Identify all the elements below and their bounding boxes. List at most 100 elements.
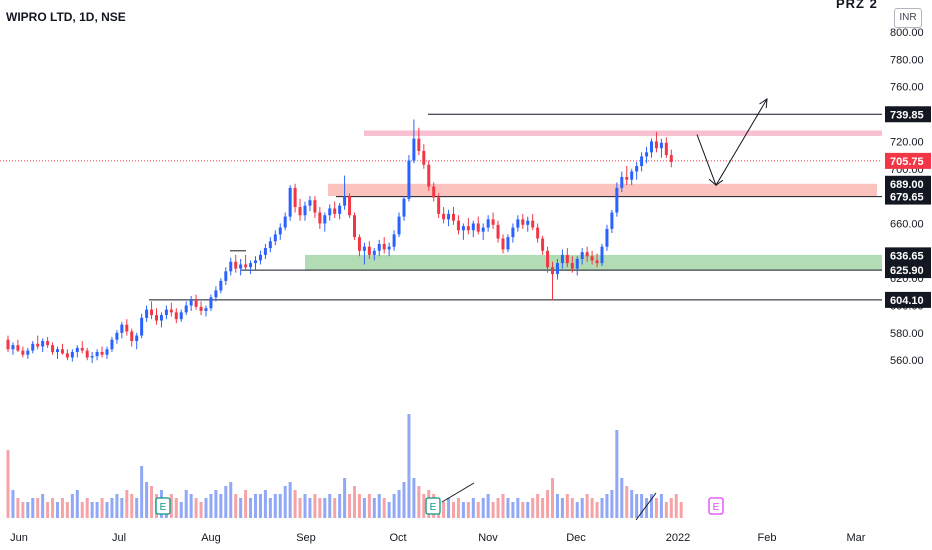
volume-bar — [323, 498, 327, 518]
volume-bar — [486, 494, 490, 518]
candle-body — [164, 309, 168, 316]
candle-body — [308, 200, 312, 206]
volume-bar — [377, 494, 381, 518]
volume-bar — [268, 498, 272, 518]
earnings-marker-label: E — [160, 502, 167, 513]
volume-bar — [625, 486, 629, 518]
candle-body — [560, 254, 564, 264]
volume-bar — [21, 502, 25, 518]
candle-body — [333, 208, 337, 214]
time-tick-label: Sep — [296, 532, 316, 544]
volume-bar — [516, 498, 520, 518]
volume-bar — [333, 498, 337, 518]
candles — [6, 119, 673, 363]
time-tick-label: Oct — [389, 532, 406, 544]
volume-bar — [51, 498, 55, 518]
price-label: 636.65 — [890, 250, 924, 262]
candle-body — [447, 213, 451, 220]
candle-body — [323, 215, 327, 224]
candle-body — [377, 243, 381, 251]
candle-body — [219, 280, 223, 291]
earnings-marker-label: E — [713, 502, 720, 513]
volume-bar — [41, 494, 45, 518]
volume-bar — [620, 478, 624, 518]
candle-body — [110, 339, 114, 350]
volume-bar — [174, 498, 178, 518]
candle-body — [338, 205, 342, 214]
candle-body — [263, 248, 267, 255]
volume-bar — [125, 490, 129, 518]
candle-body — [41, 341, 45, 347]
candle-body — [526, 220, 530, 225]
volume-bar — [293, 490, 297, 518]
candle-body — [65, 353, 69, 358]
candle-body — [600, 246, 604, 264]
volume-bar — [214, 490, 218, 518]
candle-body — [209, 297, 213, 309]
volume-bar — [229, 482, 233, 518]
candle-body — [585, 252, 589, 257]
candle-body — [194, 300, 198, 307]
candle-body — [298, 207, 302, 216]
volume-bar — [189, 494, 193, 518]
candle-body — [640, 156, 644, 167]
candle-body — [417, 138, 421, 151]
currency-badge[interactable]: INR — [894, 8, 922, 28]
candle-body — [348, 196, 352, 216]
volume-bar — [565, 494, 569, 518]
candle-body — [130, 331, 134, 342]
volume-bar — [194, 498, 198, 518]
volume-bar — [46, 502, 50, 518]
volume-bar — [367, 494, 371, 518]
projection-path — [696, 98, 768, 187]
candle-body — [516, 219, 520, 228]
volume-bar — [645, 498, 649, 518]
volume-bar — [80, 502, 84, 518]
candle-body — [506, 237, 510, 250]
candle-body — [620, 176, 624, 188]
candle-body — [120, 324, 124, 333]
candle-body — [590, 256, 594, 261]
candle-body — [214, 290, 218, 298]
candle-body — [26, 350, 30, 355]
volume-bar — [150, 486, 154, 518]
candle-body — [70, 351, 74, 358]
volume-bar — [204, 498, 208, 518]
price-label-box — [885, 188, 931, 205]
candle-body — [481, 227, 485, 232]
symbol-title[interactable]: WIPRO LTD, 1D, NSE — [6, 10, 126, 24]
candle-body — [452, 213, 455, 221]
price-tick-label: 580.00 — [890, 328, 924, 340]
candle-body — [303, 205, 307, 216]
volume-bar — [254, 494, 257, 518]
volume-bar — [605, 494, 609, 518]
candle-body — [135, 335, 139, 342]
price-label: 679.65 — [890, 192, 924, 204]
candle-body — [21, 350, 25, 355]
candle-body — [625, 176, 629, 180]
candle-body — [595, 260, 599, 264]
volume-bar — [650, 494, 653, 518]
candle-body — [11, 345, 15, 350]
volume-bar — [199, 502, 203, 518]
volume-bar — [417, 486, 421, 518]
volume-bar — [471, 498, 475, 518]
time-axis[interactable]: Jun Jul Aug Sep Oct Nov Dec 2022 Feb Mar — [10, 532, 866, 544]
candle-body — [372, 250, 376, 255]
candle-body — [155, 315, 158, 321]
volume-bar — [36, 498, 40, 518]
candle-body — [100, 351, 104, 355]
volume-bar — [130, 494, 134, 518]
candle-body — [367, 246, 371, 255]
candle-body — [570, 263, 574, 269]
volume-bar — [357, 494, 361, 518]
price-axis[interactable]: 560.00580.00600.00620.00640.00660.00680.… — [884, 0, 932, 550]
volume-bar — [209, 494, 213, 518]
volume-bar — [95, 502, 99, 518]
volume-bar — [481, 498, 485, 518]
candle-body — [60, 349, 64, 354]
candle-body — [234, 261, 238, 269]
candle-body — [541, 238, 545, 251]
